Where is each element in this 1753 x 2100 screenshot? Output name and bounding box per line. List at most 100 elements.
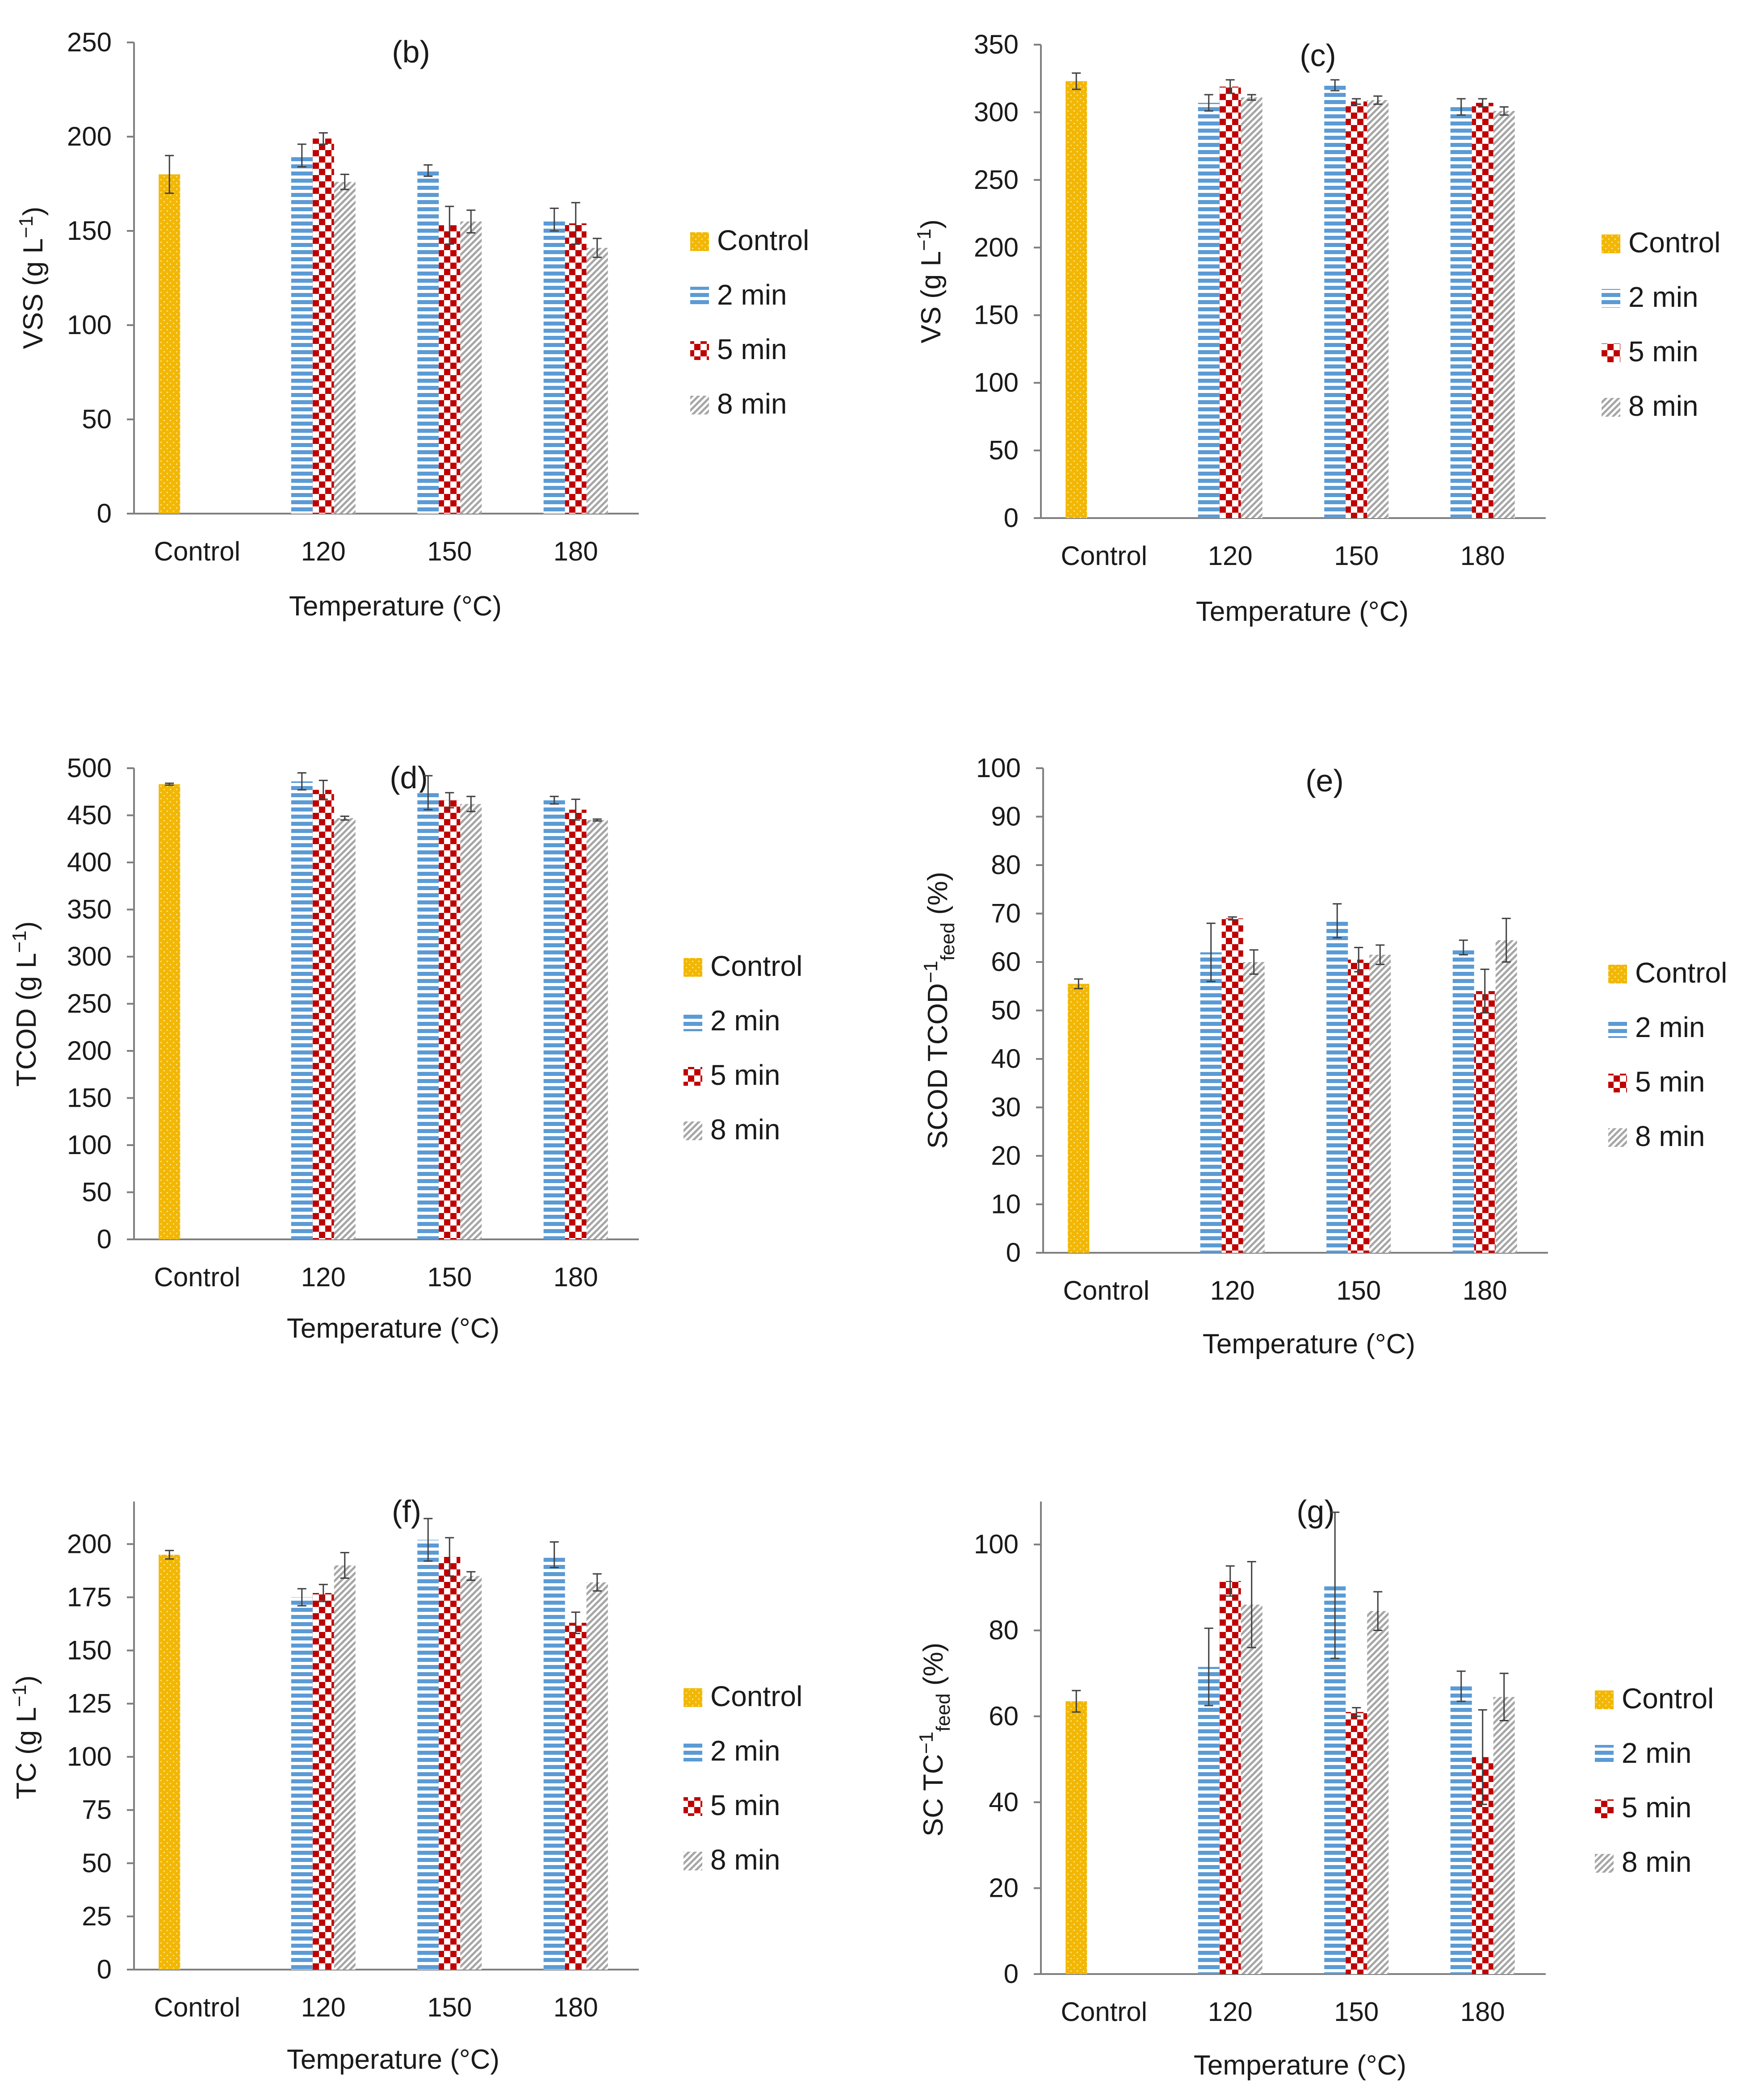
y-axis-label: SC TC−1feed (%)	[915, 1643, 954, 1836]
panel-tag: (g)	[1296, 1494, 1335, 1529]
legend-swatch	[1608, 1128, 1627, 1147]
bar-5min-180	[565, 1623, 587, 1970]
panel-f: (f) TC (g L−1) Temperature (°C) 0 25 50 75 1…	[8, 1494, 802, 2075]
y-tick-label: 200	[67, 1036, 112, 1066]
bar-2min-120	[291, 155, 313, 514]
x-tick-label: Control	[154, 1262, 240, 1292]
y-tick-label: 100	[974, 368, 1019, 397]
y-tick-label: 80	[989, 1615, 1019, 1645]
legend-label: 2 min	[1628, 281, 1698, 313]
legend-swatch	[690, 341, 709, 360]
legend-label: Control	[1628, 226, 1720, 259]
bar-8min-180	[1495, 940, 1517, 1253]
y-tick-label: 500	[67, 753, 112, 783]
bar-5min-180	[565, 809, 587, 1239]
legend-label: Control	[717, 224, 809, 256]
legend-swatch	[684, 1688, 702, 1707]
y-tick-label: 0	[1006, 1238, 1021, 1268]
x-axis-label: Temperature (°C)	[287, 1313, 499, 1344]
legend-swatch	[684, 1067, 702, 1086]
y-tick-label: 50	[989, 435, 1019, 465]
legend-label: 2 min	[1635, 1011, 1705, 1043]
y-tick-label: 20	[991, 1141, 1021, 1171]
bar-8min-180	[586, 1582, 608, 1970]
bar-8min-180	[586, 820, 608, 1239]
y-tick-label: 150	[67, 1083, 112, 1113]
y-tick-label: 150	[67, 1635, 112, 1665]
y-tick-label: 100	[67, 310, 112, 340]
panel-g: (g) SC TC−1feed (%) Temperature (°C) 0 20…	[915, 1494, 1714, 2081]
bar-2min-150	[417, 170, 439, 514]
bar-8min-120	[1243, 962, 1265, 1253]
x-tick-label: 120	[301, 1992, 346, 2022]
y-tick-label: 300	[974, 97, 1019, 127]
y-tick-label: 0	[97, 1224, 112, 1254]
y-tick-label: 10	[991, 1189, 1021, 1219]
legend-swatch	[684, 1012, 702, 1031]
y-tick-label: 450	[67, 800, 112, 830]
y-axis-label: SCOD TCOD−1feed (%)	[920, 872, 959, 1149]
bar-8min-150	[1367, 100, 1389, 518]
bar-8min-180	[1493, 1697, 1515, 1974]
bar-5min-120	[1219, 1581, 1241, 1974]
y-axis-label: TCOD (g L−1)	[8, 921, 42, 1087]
x-tick-label: 150	[1336, 1276, 1381, 1305]
x-tick-label: 120	[1210, 1276, 1255, 1305]
legend-label: 8 min	[717, 388, 787, 420]
y-tick-label: 0	[1004, 503, 1019, 533]
bar-2min-180	[543, 1555, 565, 1970]
legend-swatch	[690, 287, 709, 305]
bar-5min-150	[439, 225, 461, 514]
bar-8min-120	[334, 1565, 356, 1970]
y-tick-label: 75	[82, 1795, 112, 1825]
panel-tag: (b)	[392, 34, 430, 69]
y-tick-label: 350	[974, 29, 1019, 59]
bar-2min-150	[1324, 85, 1346, 518]
y-axis-label: VSS (g L−1)	[15, 207, 49, 349]
y-tick-label: 50	[82, 1177, 112, 1207]
x-tick-label: Control	[154, 536, 240, 566]
x-tick-label: 120	[1208, 1997, 1253, 2027]
legend-swatch	[684, 1121, 702, 1140]
legend-label: 5 min	[710, 1059, 780, 1091]
y-tick-label: 100	[976, 753, 1021, 783]
legend-label: Control	[1622, 1682, 1714, 1715]
panel-tag: (c)	[1300, 38, 1336, 73]
legend-swatch	[1602, 234, 1620, 253]
bar-5min-120	[1221, 918, 1243, 1253]
legend-label: 2 min	[710, 1004, 780, 1037]
bar-5min-150	[439, 1556, 461, 1970]
legend-label: Control	[710, 950, 802, 982]
panel-c: (c) VS (g L−1) Temperature (°C) 0 50 100 15…	[913, 29, 1720, 627]
bar-8min-150	[1369, 954, 1391, 1253]
y-tick-label: 60	[991, 947, 1021, 977]
y-tick-label: 30	[991, 1092, 1021, 1122]
bar-8min-120	[1241, 97, 1262, 519]
legend-label: 5 min	[710, 1789, 780, 1821]
x-axis-label: Temperature (°C)	[289, 591, 502, 622]
bar-control	[159, 1555, 180, 1970]
legend-label: Control	[710, 1680, 802, 1712]
legend-label: 2 min	[710, 1735, 780, 1767]
panel-tag: (e)	[1305, 763, 1344, 798]
legend-label: 5 min	[1635, 1066, 1705, 1098]
bar-2min-180	[1450, 107, 1472, 519]
y-tick-label: 250	[67, 27, 112, 57]
legend-label: 5 min	[717, 333, 787, 365]
panel-b: (b) VSS (g L−1) Temperature (°C) 0 50 100 1…	[15, 27, 809, 622]
x-tick-label: Control	[154, 1992, 240, 2022]
bar-control	[1065, 81, 1087, 518]
x-tick-label: 150	[427, 1262, 472, 1292]
legend-swatch	[1595, 1854, 1614, 1873]
bar-2min-120	[1200, 952, 1222, 1253]
bar-2min-120	[1198, 1667, 1220, 1974]
y-tick-label: 60	[989, 1701, 1019, 1731]
bar-2min-120	[1198, 103, 1220, 518]
x-tick-label: 180	[1460, 541, 1505, 571]
y-tick-label: 80	[991, 850, 1021, 880]
legend-swatch	[690, 396, 709, 414]
y-tick-label: 100	[67, 1130, 112, 1160]
legend-label: 8 min	[710, 1844, 780, 1876]
y-tick-label: 150	[974, 300, 1019, 330]
